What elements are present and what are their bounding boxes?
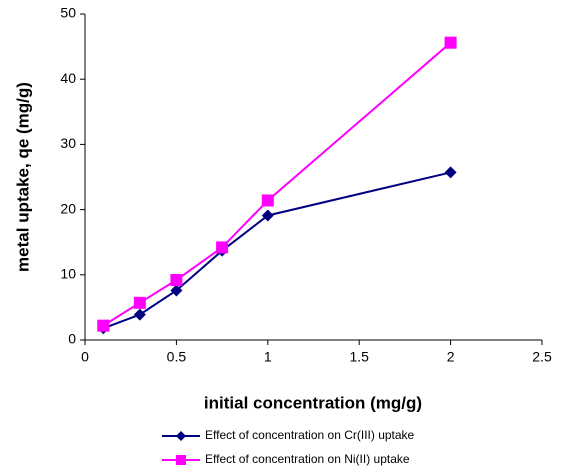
y-tick-label: 50 — [60, 5, 76, 21]
marker — [133, 308, 146, 321]
marker — [97, 319, 110, 332]
series-line — [102, 41, 452, 327]
y-tick-label: 40 — [60, 70, 76, 86]
marker — [444, 36, 457, 49]
y-tick-label: 0 — [68, 331, 76, 347]
series-line — [102, 171, 451, 330]
x-axis-title: initial concentration (mg/g) — [204, 393, 422, 412]
x-tick-label: 2 — [447, 349, 455, 365]
legend-label: Effect of concentration on Cr(III) uptak… — [205, 428, 415, 442]
y-tick-label: 20 — [60, 200, 76, 216]
x-tick-label: 1 — [264, 349, 272, 365]
marker — [170, 274, 183, 287]
marker — [261, 194, 274, 207]
x-tick-label: 1.5 — [349, 349, 369, 365]
marker — [170, 284, 183, 297]
y-tick-label: 30 — [60, 135, 76, 151]
x-tick-label: 0 — [81, 349, 89, 365]
legend-label: Effect of concentration on Ni(II) uptake — [205, 452, 410, 466]
y-tick-label: 10 — [60, 266, 76, 282]
legend-marker — [176, 431, 186, 441]
marker — [133, 296, 146, 309]
marker — [216, 241, 229, 254]
x-tick-label: 2.5 — [532, 349, 552, 365]
marker — [444, 166, 457, 179]
legend-marker — [176, 455, 186, 465]
marker — [261, 209, 274, 222]
x-tick-label: 0.5 — [167, 349, 187, 365]
y-axis-title: metal uptake, qe (mg/g) — [13, 82, 32, 272]
